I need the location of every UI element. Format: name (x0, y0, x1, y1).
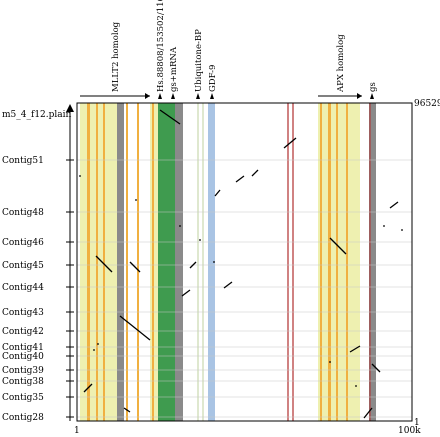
alignment-dot (135, 199, 137, 201)
repeat-band (175, 103, 183, 421)
alignment-segment (181, 289, 191, 297)
contig-label: Contig45 (2, 261, 44, 271)
gene-label: Ubiquitone-BP (194, 29, 204, 92)
contig-labels: Contig51 Contig48 Contig46 Contig45 Contig44… (2, 104, 74, 423)
gene-label: gs+mRNA (169, 46, 179, 92)
repeat-band (369, 103, 376, 421)
alignment-segment (119, 315, 151, 341)
alignment-segment (283, 137, 297, 149)
gene-gdf9: GDF-9 (208, 65, 218, 99)
alignment-dot (93, 349, 95, 351)
alignment-dot (401, 229, 403, 231)
gene-apx: APX homolog (318, 34, 362, 99)
gene-label: Hs.88808/153502/11637 (156, 0, 166, 92)
y-max-label: 96529 (414, 99, 440, 109)
contig-label: Contig39 (2, 366, 44, 376)
exon-band (318, 103, 360, 421)
y-axis-arrow (66, 104, 74, 112)
exon-stripe (103, 103, 105, 421)
x-max-label: 100k (398, 426, 421, 436)
gene-gsmrna: gs+mRNA (169, 46, 179, 99)
gene-annotations: MLLT2 homolog Hs.88808/153502/11637 gs+mRN… (80, 0, 378, 99)
alignment-segment (123, 407, 131, 413)
contig-label: Contig44 (2, 283, 44, 293)
alignment-dot (213, 261, 215, 263)
contig-label: Contig40 (2, 352, 44, 362)
exon-stripe (137, 103, 139, 421)
exon-band (80, 103, 121, 421)
exon-stripe (152, 103, 154, 421)
alignment-segment (349, 345, 361, 353)
exon-stripe (336, 103, 338, 421)
contig-label: Contig43 (2, 308, 44, 318)
gene-hs: Hs.88808/153502/11637 (156, 0, 166, 99)
exon-stripe (346, 103, 348, 421)
contig-label: Contig28 (2, 413, 44, 423)
green-band (158, 103, 175, 421)
annotation-bands (80, 103, 376, 421)
contig-label: Contig35 (2, 393, 44, 403)
exon-stripe (87, 103, 90, 421)
alignment-segment (214, 189, 221, 197)
alignment-dot (383, 225, 385, 227)
alignment-dot (79, 175, 81, 177)
gene-label: MLLT2 homolog (111, 21, 121, 92)
alignment-segment (95, 255, 113, 273)
contig-gridlines (77, 159, 412, 418)
blue-band (208, 103, 215, 421)
alignment-segment (159, 109, 181, 125)
plot-frame (76, 102, 413, 422)
contig-label: Contig42 (2, 327, 44, 337)
gene-label: GDF-9 (208, 65, 218, 92)
alignment-dot (179, 225, 181, 227)
alignment-segment (363, 407, 373, 419)
exon-band (150, 103, 160, 421)
alignment-dots (79, 109, 403, 419)
exon-stripe (320, 103, 322, 421)
gene-label: gs (368, 82, 378, 92)
gene-mllt2: MLLT2 homolog (80, 21, 150, 99)
contig-label: Contig51 (2, 156, 44, 166)
alignment-dot (329, 361, 331, 363)
x-min-label: 1 (74, 426, 80, 436)
alignment-segment (251, 169, 259, 177)
y-min-label: 1 (414, 418, 420, 428)
alignment-segment (389, 201, 399, 209)
exon-stripe (126, 103, 128, 421)
query-label: m5_4_f12.plain (2, 110, 72, 120)
alignment-dot (355, 385, 357, 387)
contig-label: Contig48 (2, 208, 44, 218)
alignment-segment (223, 281, 233, 289)
alignment-segment (329, 237, 347, 255)
alignment-dot (199, 239, 201, 241)
alignment-segment (129, 261, 141, 273)
exon-stripe (328, 103, 331, 421)
gene-ubiquitone: Ubiquitone-BP (194, 29, 204, 99)
alignment-segment (371, 363, 381, 373)
contig-label: Contig38 (2, 377, 44, 387)
pale-band (197, 103, 199, 421)
pale-band (202, 103, 204, 421)
gene-label: APX homolog (336, 34, 346, 93)
alignment-segment (83, 383, 93, 393)
contig-label: Contig46 (2, 238, 44, 248)
alignment-dot (97, 343, 99, 345)
gene-gs: gs (368, 82, 378, 99)
alignment-segment (235, 175, 245, 183)
exon-stripe (96, 103, 98, 421)
contig-label: Contig41 (2, 343, 44, 353)
alignment-segment (189, 261, 197, 269)
repeat-band (117, 103, 124, 421)
